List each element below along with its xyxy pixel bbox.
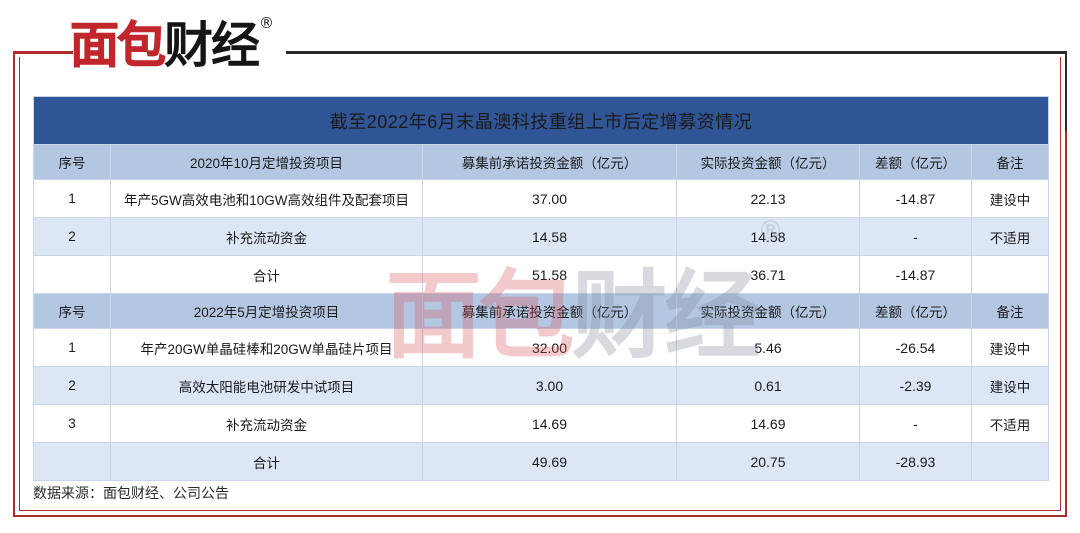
cell-remark: 建设中 <box>971 328 1049 367</box>
fundraising-table: 截至2022年6月末晶澳科技重组上市后定增募资情况 序号 2020年10月定增投资项… <box>33 96 1049 481</box>
cell-project: 补充流动资金 <box>110 217 423 256</box>
cell-committed: 37.00 <box>422 179 677 218</box>
cell-difference: -28.93 <box>859 442 972 481</box>
header-rule-left <box>13 51 73 54</box>
brand-logo-red-text: 面包 <box>69 17 166 74</box>
cell-project: 年产5GW高效电池和10GW高效组件及配套项目 <box>110 179 423 218</box>
cell-difference: -2.39 <box>859 366 972 405</box>
column-header-committed: 募集前承诺投资金额（亿元） <box>422 144 677 180</box>
cell-committed: 51.58 <box>422 255 677 294</box>
table-header-row: 序号 2022年5月定增投资项目 募集前承诺投资金额（亿元） 实际投资金额（亿元） 差额… <box>33 293 1049 329</box>
table-row: 3 补充流动资金 14.69 14.69- 不适用 <box>33 404 1049 443</box>
cell-project: 年产20GW单晶硅棒和20GW单晶硅片项目 <box>110 328 423 367</box>
cell-remark: 建设中 <box>971 179 1049 218</box>
table-title: 截至2022年6月末晶澳科技重组上市后定增募资情况 <box>33 96 1049 145</box>
column-header-difference: 差额（亿元） <box>859 144 972 180</box>
cell-actual: 14.69 <box>676 404 860 443</box>
cell-remark: 不适用 <box>971 217 1049 256</box>
cell-actual: 14.58 <box>676 217 860 256</box>
cell-no <box>33 255 111 294</box>
cell-difference: -14.87 <box>859 179 972 218</box>
column-header-difference: 差额（亿元） <box>859 293 972 329</box>
cell-committed: 3.00 <box>422 366 677 405</box>
cell-no: 2 <box>33 366 111 405</box>
column-header-committed: 募集前承诺投资金额（亿元） <box>422 293 677 329</box>
cell-actual: 36.71 <box>676 255 860 294</box>
cell-no: 2 <box>33 217 111 256</box>
cell-actual: 0.61 <box>676 366 860 405</box>
cell-project: 合计 <box>110 442 423 481</box>
column-header-project: 2020年10月定增投资项目 <box>110 144 423 180</box>
table-row: 2 补充流动资金 14.58 14.58- 不适用 <box>33 217 1049 256</box>
cell-no: 1 <box>33 328 111 367</box>
cell-difference: -14.87 <box>859 255 972 294</box>
brand-logo-black-text: 财经 <box>164 17 260 74</box>
cell-project: 高效太阳能电池研发中试项目 <box>110 366 423 405</box>
data-table-container: 截至2022年6月末晶澳科技重组上市后定增募资情况 序号 2020年10月定增投资项… <box>33 96 1049 481</box>
cell-difference: - <box>859 217 972 256</box>
table-total-row: 合计 49.69 20.75 -28.93 <box>33 442 1049 481</box>
frame-right-accent <box>1065 51 1067 131</box>
table-total-row: 合计 51.58 36.71 -14.87 <box>33 255 1049 294</box>
column-header-no: 序号 <box>33 144 111 180</box>
table-header-row: 序号 2020年10月定增投资项目 募集前承诺投资金额（亿元） 实际投资金额（亿元）差… <box>33 144 1049 180</box>
table-title-row: 截至2022年6月末晶澳科技重组上市后定增募资情况 <box>33 96 1049 145</box>
cell-no <box>33 442 111 481</box>
cell-no: 1 <box>33 179 111 218</box>
cell-remark <box>971 442 1049 481</box>
cell-committed: 14.69 <box>422 404 677 443</box>
registered-trademark-icon: ® <box>259 14 274 32</box>
cell-no: 3 <box>33 404 111 443</box>
cell-actual: 22.13 <box>676 179 860 218</box>
column-header-actual: 实际投资金额（亿元） <box>676 144 860 180</box>
column-header-remark: 备注 <box>971 144 1049 180</box>
cell-actual: 5.46 <box>676 328 860 367</box>
cell-difference: -26.54 <box>859 328 972 367</box>
cell-remark: 建设中 <box>971 366 1049 405</box>
cell-committed: 32.00 <box>422 328 677 367</box>
column-header-no: 序号 <box>33 293 111 329</box>
cell-remark <box>971 255 1049 294</box>
column-header-actual: 实际投资金额（亿元） <box>676 293 860 329</box>
cell-actual: 20.75 <box>676 442 860 481</box>
column-header-project: 2022年5月定增投资项目 <box>110 293 423 329</box>
table-row: 1 年产20GW单晶硅棒和20GW单晶硅片项目 32.00 5.46 -26.54 建设中 <box>33 328 1049 367</box>
brand-logo: 面包 财经 ® <box>69 12 274 74</box>
cell-remark: 不适用 <box>971 404 1049 443</box>
table-body: 截至2022年6月末晶澳科技重组上市后定增募资情况 序号 2020年10月定增投资项… <box>33 96 1049 481</box>
cell-committed: 14.58 <box>422 217 677 256</box>
source-note: 数据来源：面包财经、公司公告 <box>33 485 229 501</box>
cell-committed: 49.69 <box>422 442 677 481</box>
column-header-remark: 备注 <box>971 293 1049 329</box>
cell-difference: - <box>859 404 972 443</box>
header-rule-right <box>286 51 1067 54</box>
cell-project: 合计 <box>110 255 423 294</box>
table-row: 1 年产5GW高效电池和10GW高效组件及配套项目 37.00 22.13 -14.87… <box>33 179 1049 218</box>
cell-project: 补充流动资金 <box>110 404 423 443</box>
table-row: 2 高效太阳能电池研发中试项目 3.00 0.61 -2.39 建设中 <box>33 366 1049 405</box>
